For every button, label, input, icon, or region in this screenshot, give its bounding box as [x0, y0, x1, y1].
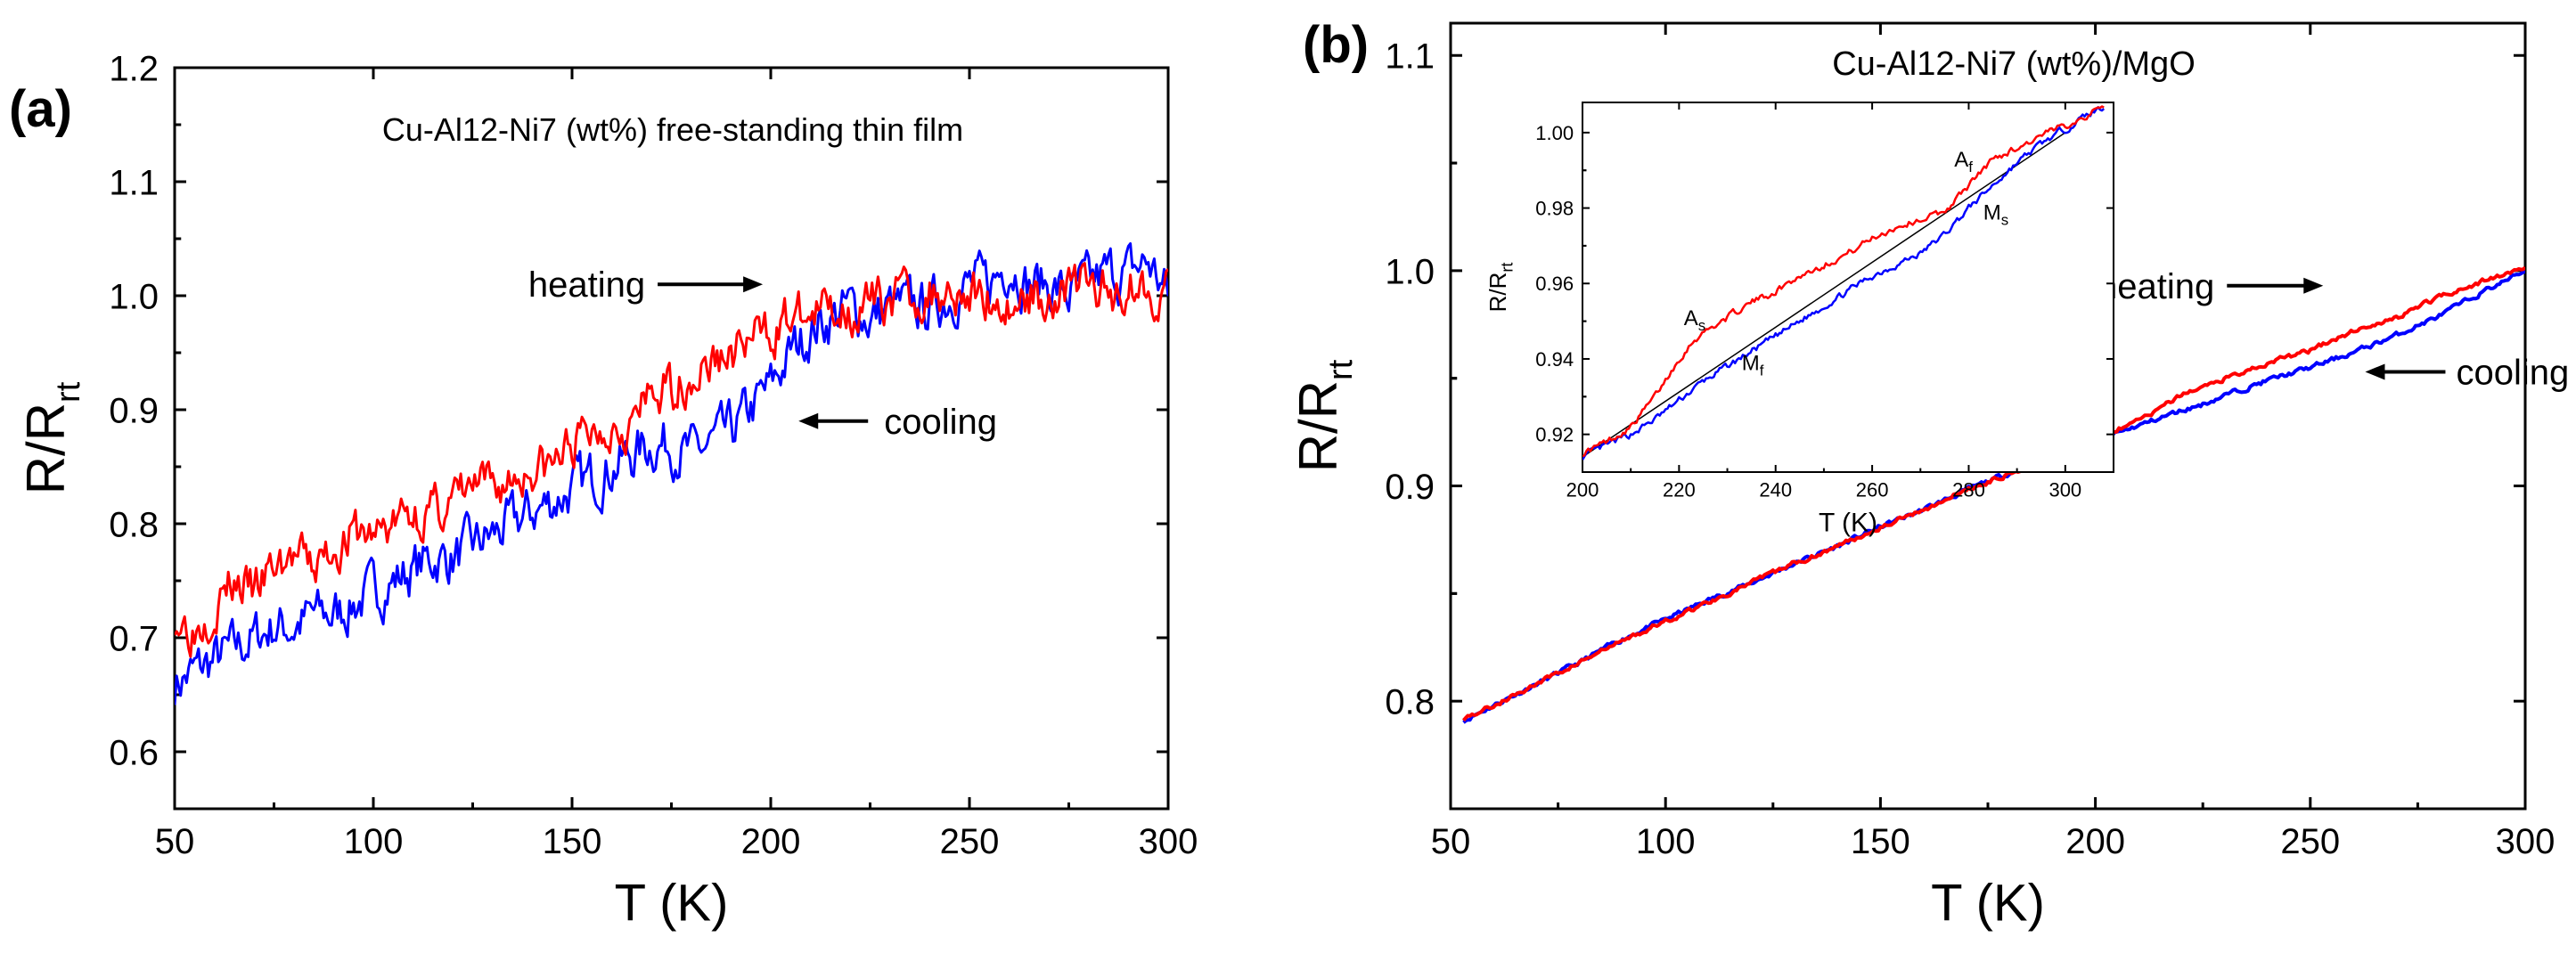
panel-a-title: Cu-Al12-Ni7 (wt%) free-standing thin fil… — [382, 111, 963, 148]
panel-b-label: (b) — [1303, 16, 1369, 74]
inset-x-tick-label: 300 — [2049, 479, 2081, 501]
panel-b-x-tick-label: 300 — [2496, 822, 2556, 861]
inset-y-axis-label-sub: rt — [1498, 263, 1516, 273]
panel-a-series-cooling — [175, 242, 1168, 705]
panel-b-x-tick-label: 50 — [1431, 822, 1471, 861]
inset-x-tick-label: 240 — [1759, 479, 1792, 501]
inset-data — [1582, 105, 2106, 460]
panel-b-data — [1461, 265, 2525, 724]
panel-a-label: (a) — [9, 80, 72, 138]
panel-a-heating-arrow-head — [743, 276, 764, 293]
inset-annotation-main: A — [1684, 306, 1698, 330]
panel-a: (a) 50 100 150 200 250 300 0.6 0.7 0.8 0.9 1.0 1.1 1.… — [9, 49, 1198, 932]
inset-y-axis-label-main: R/R — [1484, 273, 1511, 313]
inset-plot-frame — [1582, 102, 2114, 473]
panel-a-y-tick-label: 0.7 — [109, 619, 159, 658]
panel-a-x-axis-label: T (K) — [615, 874, 729, 932]
inset-annotation-mf: Mf — [1742, 352, 1764, 379]
inset-y-tick-label: 0.96 — [1535, 273, 1574, 295]
inset-background — [1582, 102, 2114, 472]
panel-b-y-tick-label: 1.0 — [1385, 252, 1435, 291]
inset-annotation-main: M — [1983, 200, 2001, 224]
inset-x-tick-label: 280 — [1952, 479, 1985, 501]
panel-a-y-tick-label: 0.6 — [109, 733, 159, 772]
panel-a-x-tick-label: 150 — [543, 822, 602, 861]
panel-a-y-tick-label: 0.9 — [109, 391, 159, 430]
panel-b-annotation-cooling: cooling — [2456, 353, 2569, 392]
panel-a-y-tick-label: 1.1 — [109, 163, 159, 202]
panel-b-series-heating — [1461, 265, 2525, 722]
inset-y-tick-label: 0.94 — [1535, 348, 1574, 371]
inset-annotation-sub: f — [1968, 159, 1973, 175]
inset-y-tick-label: 1.00 — [1535, 122, 1574, 144]
panel-a-x-tick-label: 300 — [1139, 822, 1198, 861]
panel-a-data — [175, 242, 1168, 705]
inset-y-tick-label: 0.98 — [1535, 197, 1574, 219]
inset-annotation-sub: s — [2001, 211, 2008, 228]
inset-x-tick-label: 220 — [1663, 479, 1696, 501]
panel-b-inset: 200 220 240 260 280 300 0.92 0.94 0.96 0.98 1.00 T … — [1484, 102, 2114, 538]
panel-b-y-axis-label: R/Rrt — [1288, 359, 1360, 472]
panel-a-x-tick-label: 50 — [155, 822, 195, 861]
inset-reference-line — [1582, 132, 2066, 458]
panel-b-annotation-heating: heating — [2098, 267, 2214, 306]
inset-annotation-af: Af — [1954, 148, 1973, 175]
inset-annotation-as: As — [1684, 306, 1705, 334]
panel-b-x-tick-label: 150 — [1851, 822, 1910, 861]
panel-a-x-tick-label: 100 — [344, 822, 404, 861]
panel-b-cooling-arrow-head — [2365, 363, 2385, 380]
inset-x-tick-label: 260 — [1856, 479, 1889, 501]
inset-y-axis-label: R/Rrt — [1484, 263, 1516, 313]
panel-a-y-axis-label-main: R/R — [16, 403, 76, 494]
inset-annotation-main: M — [1742, 352, 1760, 376]
panel-b-heating-arrow-head — [2303, 277, 2324, 294]
panel-a-x-tick-label: 250 — [940, 822, 1000, 861]
panel-a-x-tick-label: 200 — [741, 822, 801, 861]
panel-a-y-tick-label: 1.2 — [109, 49, 159, 88]
inset-annotation-main: A — [1954, 148, 1968, 172]
panel-b-x-tick-label: 250 — [2280, 822, 2340, 861]
panel-a-y-axis-label-sub: rt — [50, 381, 87, 403]
panel-a-y-axis-label: R/Rrt — [16, 381, 87, 494]
panel-a-plot-frame — [173, 66, 1170, 811]
panel-b-x-tick-label: 200 — [2065, 822, 2125, 861]
panel-a-annotation-heating: heating — [528, 265, 645, 305]
panel-b: (b) 50 100 150 200 250 300 0.8 0.9 1.0 1.1 T (K) R/R… — [1288, 16, 2569, 932]
panel-b-y-axis-label-main: R/R — [1288, 380, 1348, 472]
panel-a-y-tick-label: 0.8 — [109, 505, 159, 544]
inset-y-tick-label: 0.92 — [1535, 424, 1574, 446]
panel-a-series-heating — [175, 262, 1168, 658]
inset-annotation-ms: Ms — [1983, 200, 2008, 228]
inset-annotation-sub: f — [1760, 363, 1764, 379]
panel-a-y-tick-label: 1.0 — [109, 277, 159, 316]
panel-b-y-tick-label: 0.9 — [1385, 468, 1435, 507]
inset-series-heating — [1582, 105, 2105, 458]
panel-a-cooling-arrow-head — [798, 412, 819, 429]
panel-b-y-tick-label: 1.1 — [1385, 37, 1435, 77]
inset-x-axis-label: T (K) — [1819, 509, 1877, 538]
inset-x-tick-label: 200 — [1566, 479, 1599, 501]
panel-b-y-axis-label-sub: rt — [1322, 359, 1360, 380]
panel-b-x-tick-label: 100 — [1636, 822, 1696, 861]
panel-b-x-axis-label: T (K) — [1931, 874, 2045, 932]
panel-b-title: Cu-Al12-Ni7 (wt%)/MgO — [1832, 45, 2196, 83]
inset-annotation-sub: s — [1698, 317, 1705, 334]
panel-a-annotation-cooling: cooling — [884, 403, 997, 442]
panel-b-y-tick-label: 0.8 — [1385, 683, 1435, 722]
inset-series-cooling — [1582, 106, 2106, 460]
